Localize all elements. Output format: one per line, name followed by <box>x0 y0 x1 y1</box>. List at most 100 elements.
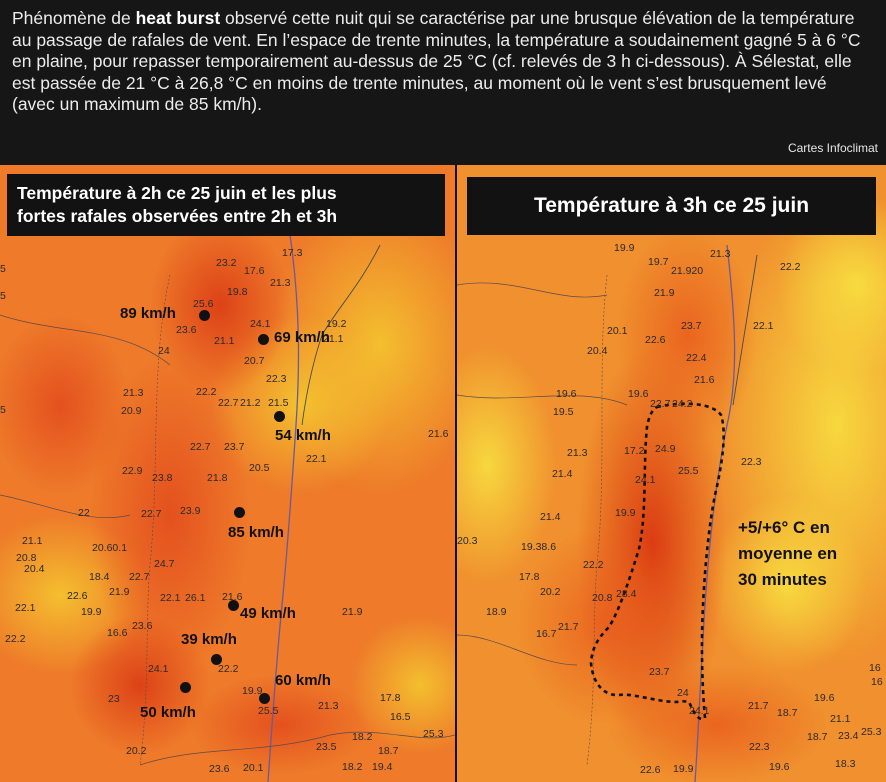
temp-reading: 18.3 <box>835 758 856 770</box>
caption-before: Phénomène de <box>12 8 136 28</box>
temp-reading: 20.8 <box>592 592 613 604</box>
temp-reading: 22.1 <box>753 320 774 332</box>
temp-reading: 17.8 <box>519 571 540 583</box>
temp-reading: 19.9 <box>673 763 694 775</box>
temp-reading: 25.3 <box>861 726 882 738</box>
gust-marker <box>199 310 210 321</box>
temp-reading: 22.2 <box>780 261 801 273</box>
temp-reading: 21.1 <box>22 535 43 547</box>
temp-reading: 22.7 <box>129 571 150 583</box>
right-map-title-box: Température à 3h ce 25 juin <box>467 177 876 235</box>
gust-label: 50 km/h <box>140 704 196 721</box>
temp-reading: 20.7 <box>244 355 265 367</box>
temp-reading: 22.6 <box>640 764 661 776</box>
gust-label: 49 km/h <box>240 605 296 622</box>
gust-label: 39 km/h <box>181 631 237 648</box>
credit-label: Cartes Infoclimat <box>787 141 878 155</box>
temp-reading: 20.60.1 <box>92 542 128 554</box>
temp-reading: 20.2 <box>540 586 561 598</box>
temp-reading: 22.1 <box>160 592 181 604</box>
temp-reading: 23.9 <box>180 505 201 517</box>
gust-marker <box>274 411 285 422</box>
temp-reading: 25.3 <box>423 728 444 740</box>
gust-marker <box>259 693 270 704</box>
temp-reading: 16 <box>871 676 883 688</box>
temp-reading: 20.4 <box>587 345 608 357</box>
anomaly-line1: +5/+6° C en <box>738 518 830 537</box>
temp-reading: 20.2 <box>126 745 147 757</box>
temp-reading: 21.6 <box>222 591 243 603</box>
temp-reading: 22.4 <box>686 352 707 364</box>
temp-reading: 20.1 <box>243 762 264 774</box>
anomaly-annotation: +5/+6° C en moyenne en 30 minutes <box>738 515 837 593</box>
temp-reading: 18.2 <box>352 731 373 743</box>
right-map: Température à 3h ce 25 juin 19.9 21.3 19… <box>457 165 886 782</box>
temp-reading: 21.3 <box>123 387 144 399</box>
caption-after: observé cette nuit qui se caractérise pa… <box>12 8 861 114</box>
temp-reading: 21.9 <box>654 287 675 299</box>
temp-reading: 19.6 <box>814 692 835 704</box>
temp-reading: 22.7 <box>141 508 162 520</box>
temp-reading: 19.9 <box>615 507 636 519</box>
temp-reading: 22.2 <box>196 386 217 398</box>
temp-reading: 22.3 <box>741 456 762 468</box>
temp-reading: 22.1 <box>15 602 36 614</box>
temp-reading: 22.7 <box>190 441 211 453</box>
temp-reading: 19.7 <box>648 256 669 268</box>
temp-reading: 23.2 <box>216 257 237 269</box>
temp-reading: 20.9 <box>121 405 142 417</box>
temp-reading: 21.9 <box>342 606 363 618</box>
temp-reading: 21.9 <box>109 586 130 598</box>
temp-reading: 26.1 <box>185 592 206 604</box>
gust-label: 89 km/h <box>120 305 176 322</box>
temp-reading: 17.3 <box>282 247 303 259</box>
temp-reading: 21.3 <box>318 700 339 712</box>
temp-reading: 21.7 <box>558 621 579 633</box>
temp-reading: 21.6 <box>428 428 449 440</box>
gust-marker <box>258 334 269 345</box>
temp-reading: 16.5 <box>390 711 411 723</box>
temp-reading: 23.7 <box>681 320 702 332</box>
temp-reading: 23.7 <box>649 666 670 678</box>
temp-reading: 21.4 <box>552 468 573 480</box>
left-map-background <box>0 165 455 782</box>
temp-reading: 24.1 <box>689 705 710 717</box>
caption-panel: Phénomène de heat burst observé cette nu… <box>0 0 886 165</box>
temp-reading: 28.4 <box>616 588 637 600</box>
gust-label: 85 km/h <box>228 524 284 541</box>
temp-reading: 20.1 <box>607 325 628 337</box>
map-divider <box>455 165 457 782</box>
temp-reading: 21.5 <box>268 397 289 409</box>
temp-reading: 23.6 <box>132 620 153 632</box>
temp-reading: 22.7 <box>218 397 239 409</box>
temp-reading: 23.5 <box>316 741 337 753</box>
temp-reading: 21.1 <box>214 335 235 347</box>
gust-marker <box>180 682 191 693</box>
gust-label: 54 km/h <box>275 427 331 444</box>
temp-reading: 18.4 <box>89 571 110 583</box>
temp-reading: 19.9 <box>614 242 635 254</box>
anomaly-outline <box>589 402 725 721</box>
left-map: Température à 2h ce 25 juin et les plus f… <box>0 165 455 782</box>
temp-reading: 17.2 <box>624 445 645 457</box>
temp-reading: 23 <box>108 693 120 705</box>
temp-reading: 21.4 <box>540 511 561 523</box>
temp-reading: 5 <box>0 404 6 416</box>
temp-reading: 19.9 <box>81 606 102 618</box>
temp-reading: 22.7 <box>650 398 671 410</box>
temp-reading: 18.2 <box>342 761 363 773</box>
temp-reading: 22.6 <box>67 590 88 602</box>
temp-reading: 20.4 <box>24 563 45 575</box>
temp-reading: 21.3 <box>270 277 291 289</box>
temp-reading: 20.3 <box>457 535 478 547</box>
temp-reading: 19.2 <box>326 318 347 330</box>
temp-reading: 19.6 <box>769 761 790 773</box>
anomaly-line2: moyenne en <box>738 544 838 563</box>
temp-reading: 18.7 <box>807 731 828 743</box>
temp-reading: 5 <box>0 263 6 275</box>
temp-reading: 24.1 <box>148 663 169 675</box>
temp-reading: 22 <box>78 507 90 519</box>
temp-reading: 24.9 <box>655 443 676 455</box>
gust-label: 60 km/h <box>275 672 331 689</box>
temp-reading: 24 <box>158 345 170 357</box>
